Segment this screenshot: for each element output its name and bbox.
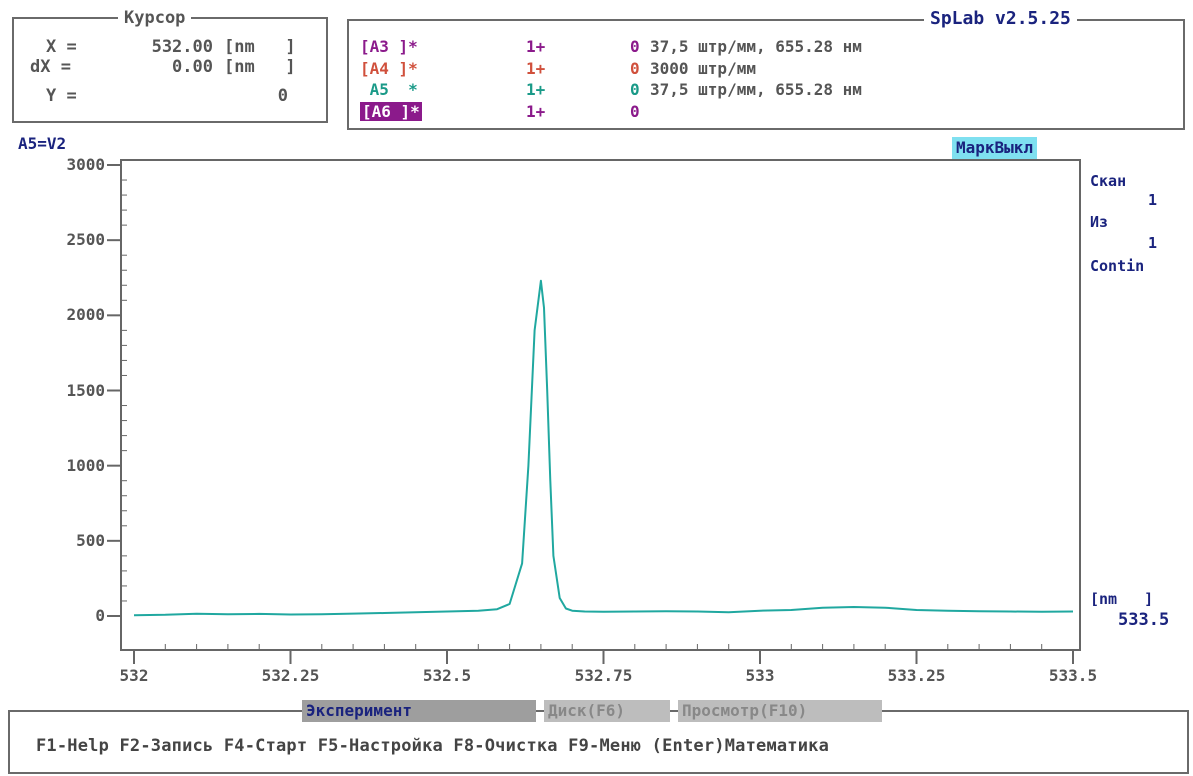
y-tick-label: 3000 <box>5 155 105 174</box>
x-tick-label: 533 <box>710 666 810 685</box>
y-tick-label: 2500 <box>5 230 105 249</box>
x-tick-label: 533.25 <box>867 666 967 685</box>
y-tick-label: 1000 <box>5 456 105 475</box>
x-tick-label: 532 <box>84 666 184 685</box>
y-tick-label: 2000 <box>5 305 105 324</box>
y-tick-label: 0 <box>5 606 105 625</box>
menu-tab-disk[interactable]: Диск(F6) <box>544 700 670 722</box>
y-tick-label: 1500 <box>5 381 105 400</box>
plot-frame <box>121 160 1080 650</box>
menu-tab-experiment[interactable]: Эксперимент <box>302 700 536 722</box>
menu-tab-view[interactable]: Просмотр(F10) <box>678 700 882 722</box>
x-tick-label: 533.5 <box>1023 666 1123 685</box>
y-tick-label: 500 <box>5 531 105 550</box>
x-tick-label: 532.5 <box>397 666 497 685</box>
x-tick-label: 532.75 <box>554 666 654 685</box>
spectrum-series-line <box>134 281 1073 615</box>
function-keys-bar[interactable]: F1-Help F2-Запись F4-Старт F5-Настройка … <box>36 736 829 756</box>
x-tick-label: 532.25 <box>241 666 341 685</box>
